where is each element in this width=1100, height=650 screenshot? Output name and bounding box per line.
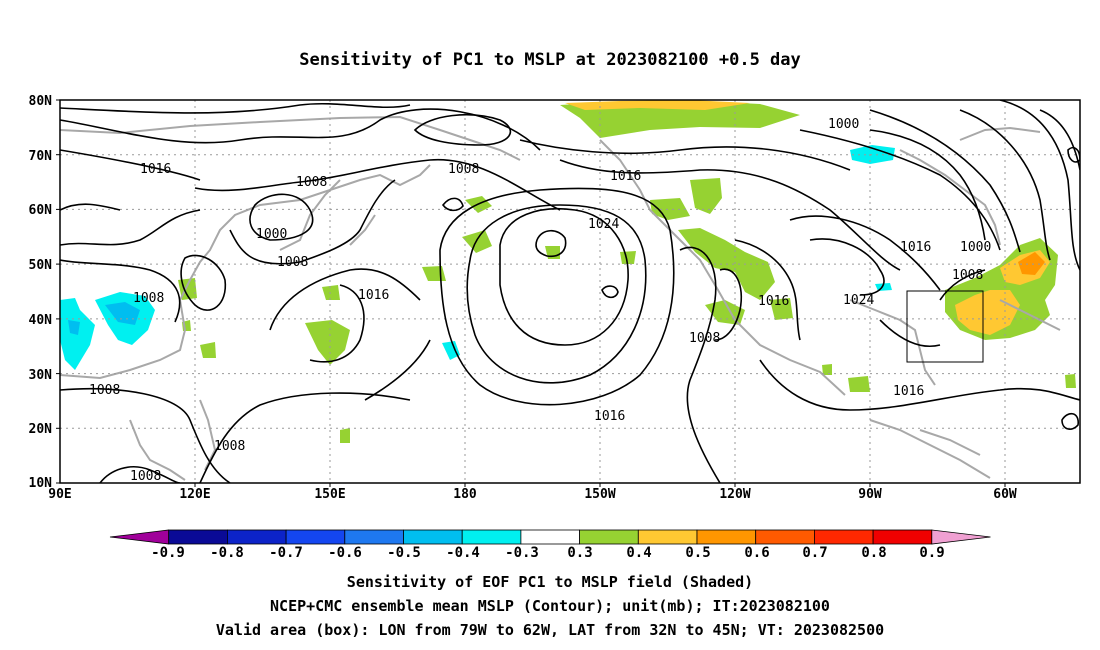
lon-tick-label: 150E — [314, 487, 345, 502]
isobars — [60, 100, 1080, 483]
contour-label: 1008 — [133, 291, 164, 306]
contour-label: 1000 — [960, 240, 991, 255]
footer-valid-area-caption: Valid area (box): LON from 79W to 62W, L… — [215, 621, 885, 639]
contour-label: 1024 — [588, 217, 619, 232]
page-title: Sensitivity of PC1 to MSLP at 2023082100… — [299, 50, 801, 70]
colorbar-label: 0.5 — [685, 545, 710, 561]
lon-tick-label: 90W — [858, 487, 882, 502]
colorbar-segment — [285, 529, 346, 545]
lat-tick-label: 40N — [29, 313, 53, 328]
lon-tick-label: 180 — [453, 487, 477, 502]
contour-label: 1016 — [758, 294, 789, 309]
latitude-axis — [56, 99, 60, 484]
colorbar-segment — [579, 529, 639, 545]
contour-label: 1016 — [893, 384, 924, 399]
contour-label: 1008 — [952, 268, 983, 283]
contour-label: 1008 — [689, 331, 720, 346]
lat-tick-label: 60N — [29, 203, 53, 218]
longitude-labels: 90E 120E 150E 180 150W 120W 90W 60W — [48, 487, 1017, 502]
lat-tick-label: 70N — [29, 149, 53, 164]
colorbar-label: 0.9 — [919, 545, 944, 561]
colorbar-segment — [403, 529, 463, 545]
colorbar-segment — [168, 529, 228, 545]
contour-label: 1016 — [594, 409, 625, 424]
contour-label: 1008 — [130, 469, 161, 484]
footer-contour-caption: NCEP+CMC ensemble mean MSLP (Contour); u… — [270, 597, 830, 615]
lat-tick-label: 50N — [29, 258, 53, 273]
lat-tick-label: 10N — [29, 476, 53, 491]
colorbar-label: -0.9 — [151, 545, 185, 561]
lon-tick-label: 150W — [584, 487, 615, 502]
contour-label: 1008 — [296, 175, 327, 190]
colorbar-segment — [637, 529, 698, 545]
contour-label: 1024 — [843, 293, 874, 308]
colorbar-segment — [814, 529, 874, 545]
colorbar-label: 0.4 — [626, 545, 651, 561]
colorbar-label: 0.3 — [567, 545, 592, 561]
colorbar-label: -0.3 — [505, 545, 539, 561]
sensitivity-shading — [60, 100, 1076, 443]
contour-label: 1016 — [358, 288, 389, 303]
coastlines — [60, 115, 1061, 481]
contour-label: 1000 — [828, 117, 859, 132]
colorbar-label: -0.4 — [446, 545, 480, 561]
contour-labels: 1016 1008 1008 1000 1008 1008 1008 1008 … — [89, 117, 991, 484]
colorbar-end-arrow — [109, 529, 170, 545]
contour-label: 1008 — [214, 439, 245, 454]
lon-tick-label: 120E — [179, 487, 210, 502]
colorbar-segment — [226, 529, 287, 545]
lon-tick-label: 60W — [993, 487, 1017, 502]
latitude-labels: 80N 70N 60N 50N 40N 30N 20N 10N — [29, 94, 53, 491]
footer-shading-caption: Sensitivity of EOF PC1 to MSLP field (Sh… — [346, 573, 754, 591]
contour-label: 1016 — [140, 162, 171, 177]
contour-label: 1008 — [89, 383, 120, 398]
lat-tick-label: 30N — [29, 368, 53, 383]
valid-area-box — [906, 290, 984, 363]
graticule — [60, 100, 1080, 483]
longitude-axis — [194, 483, 1006, 487]
colorbar — [109, 529, 991, 545]
colorbar-label: -0.8 — [210, 545, 244, 561]
colorbar-label: 0.7 — [802, 545, 827, 561]
contour-label: 1016 — [900, 240, 931, 255]
contour-label: 1000 — [256, 227, 287, 242]
colorbar-segment — [461, 529, 522, 545]
colorbar-labels: -0.9 -0.8 -0.7 -0.6 -0.5 -0.4 -0.3 0.3 0… — [151, 545, 945, 561]
colorbar-label: -0.6 — [328, 545, 362, 561]
contour-label: 1008 — [277, 255, 308, 270]
colorbar-segment — [520, 529, 581, 545]
colorbar-label: 0.8 — [861, 545, 886, 561]
lat-tick-label: 20N — [29, 422, 53, 437]
contour-label: 1008 — [448, 162, 479, 177]
lon-tick-label: 90E — [48, 487, 71, 502]
contour-label: 1016 — [610, 169, 641, 184]
colorbar-segment — [872, 529, 933, 545]
plot-frame — [59, 99, 1081, 484]
colorbar-label: -0.7 — [269, 545, 303, 561]
colorbar-segment — [755, 529, 815, 545]
colorbar-label: 0.6 — [744, 545, 769, 561]
lon-tick-label: 120W — [719, 487, 750, 502]
colorbar-segment — [344, 529, 404, 545]
lat-tick-label: 80N — [29, 94, 53, 109]
colorbar-segment — [696, 529, 757, 545]
colorbar-end-arrow — [931, 529, 991, 545]
colorbar-label: -0.5 — [387, 545, 421, 561]
